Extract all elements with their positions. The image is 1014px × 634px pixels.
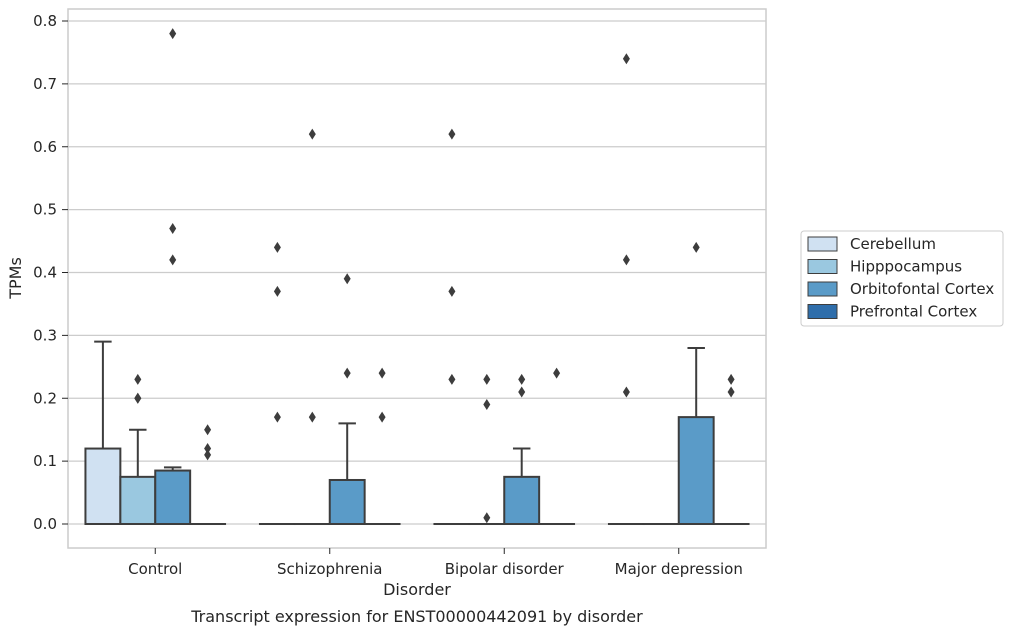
outlier-point (204, 443, 212, 455)
box-cerebellum (607, 53, 645, 526)
legend: Cerebellum Hipppocampus Orbitofontal Corte… (800, 230, 1004, 327)
y-tick-label: 0.5 (33, 201, 57, 219)
box-hipppocampus (468, 373, 506, 526)
legend-label: Hipppocampus (850, 258, 962, 276)
outlier-point (622, 386, 630, 398)
grid-lines (68, 20, 766, 525)
legend-label: Prefrontal Cortex (850, 303, 977, 321)
box-orbitofontal-cortex (677, 241, 715, 525)
box-cerebellum (84, 340, 122, 525)
outlier-point (169, 28, 177, 40)
box-hipppocampus (119, 373, 157, 525)
box-rect (119, 475, 157, 525)
outlier-point (483, 512, 491, 524)
y-tick-label: 0.1 (33, 452, 57, 470)
box-prefrontal-cortex (363, 367, 401, 526)
outlier-point (448, 373, 456, 385)
outlier-point (343, 367, 351, 379)
box-orbitofontal-cortex (154, 28, 192, 525)
outlier-point (448, 128, 456, 140)
outlier-point (622, 53, 630, 65)
outlier-point (273, 411, 281, 423)
legend-frame (800, 230, 1004, 327)
legend-swatch (807, 304, 838, 319)
x-axis-ticks: Control Schizophrenia Bipolar disorder Majo… (128, 548, 743, 578)
y-tick-label: 0.2 (33, 389, 57, 407)
box-prefrontal-cortex (538, 367, 576, 526)
outlier-point (134, 373, 142, 385)
outlier-point (343, 273, 351, 285)
outlier-point (308, 411, 316, 423)
outlier-point (204, 449, 212, 461)
legend-label: Cerebellum (850, 235, 936, 253)
plot-area-frame (67, 8, 767, 549)
chart-caption: Transcript expression for ENST0000044209… (190, 607, 643, 626)
legend-swatch (807, 281, 838, 297)
y-tick-label: 0.0 (33, 515, 57, 533)
outlier-point (273, 241, 281, 253)
outlier-point (483, 373, 491, 385)
outlier-point (727, 373, 735, 385)
legend-swatch (807, 236, 838, 252)
y-tick-label: 0.7 (33, 75, 57, 93)
x-axis-title: Disorder (383, 580, 451, 599)
box-rect (84, 447, 122, 525)
box-prefrontal-cortex (712, 373, 750, 526)
x-tick-label: Bipolar disorder (445, 560, 565, 578)
outlier-point (483, 399, 491, 411)
plot-marks (84, 28, 750, 526)
y-tick-label: 0.6 (33, 138, 57, 156)
y-axis-ticks: 0.0 0.1 0.2 0.3 0.4 0.5 0.6 0.7 0.8 (33, 12, 68, 533)
outlier-point (134, 392, 142, 404)
outlier-point (378, 411, 386, 423)
box-cerebellum (258, 241, 296, 526)
box-rect (677, 416, 715, 525)
box-rect (154, 469, 192, 525)
box-rect (328, 478, 366, 525)
box-rect (503, 475, 541, 525)
outlier-point (308, 128, 316, 140)
box-prefrontal-cortex (189, 424, 227, 526)
x-tick-label: Control (128, 560, 182, 578)
outlier-point (378, 367, 386, 379)
outlier-point (692, 241, 700, 253)
outlier-point (169, 254, 177, 266)
y-tick-label: 0.8 (33, 12, 57, 30)
outlier-point (273, 285, 281, 297)
legend-label: Orbitofontal Cortex (850, 280, 994, 298)
y-tick-label: 0.3 (33, 326, 57, 344)
legend-swatch (807, 259, 838, 274)
box-orbitofontal-cortex (328, 273, 366, 525)
outlier-point (169, 222, 177, 234)
box-orbitofontal-cortex (503, 373, 541, 525)
outlier-point (553, 367, 561, 379)
x-tick-label: Schizophrenia (277, 560, 382, 578)
x-tick-label: Major depression (615, 560, 743, 578)
y-axis-title: TPMs (6, 257, 25, 300)
outlier-point (727, 386, 735, 398)
box-cerebellum (433, 128, 471, 526)
outlier-point (518, 386, 526, 398)
y-tick-label: 0.4 (33, 264, 57, 282)
outlier-point (622, 254, 630, 266)
outlier-point (518, 373, 526, 385)
box-hipppocampus (293, 128, 331, 526)
outlier-point (448, 285, 456, 297)
outlier-point (204, 424, 212, 436)
